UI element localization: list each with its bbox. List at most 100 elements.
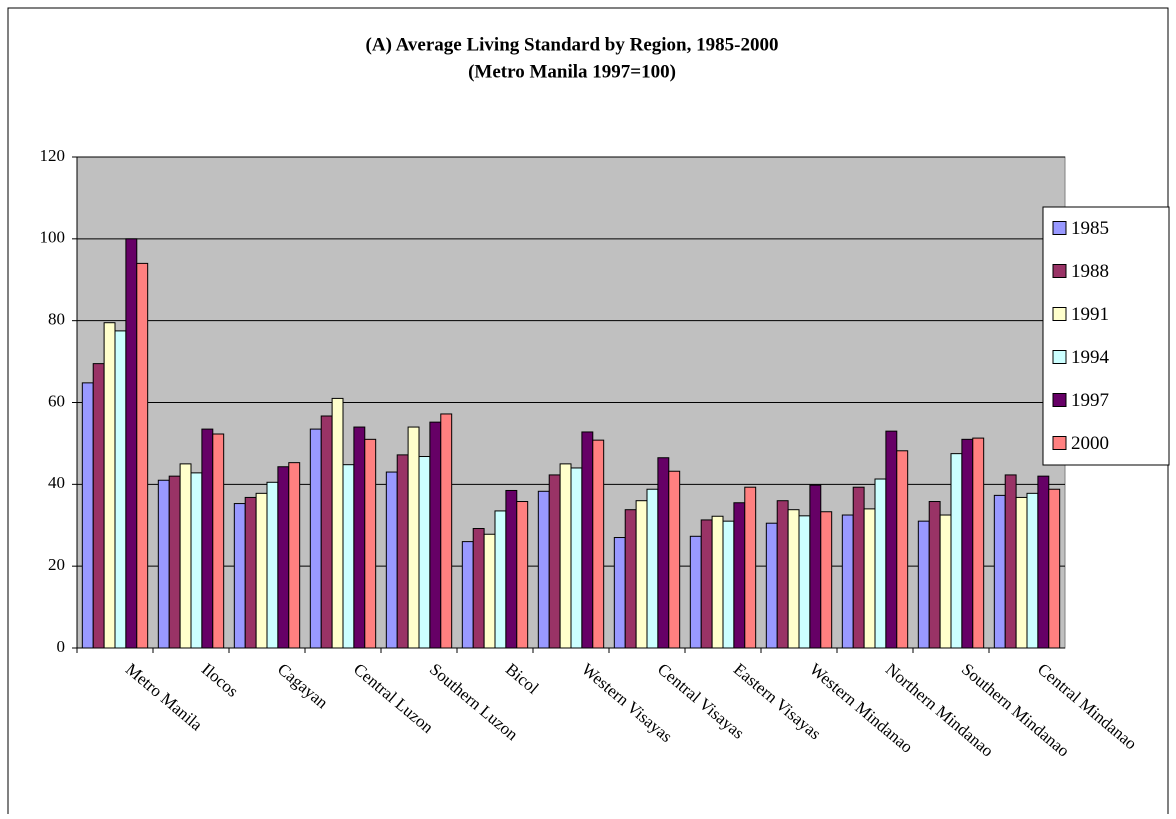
bar [744, 486, 757, 649]
bar [548, 474, 561, 649]
legend-swatch [1052, 393, 1067, 407]
bar [157, 479, 170, 649]
bar [776, 500, 789, 649]
bar [461, 541, 474, 649]
bar [244, 496, 257, 649]
y-tick-label: 0 [57, 637, 66, 656]
bar [646, 488, 659, 649]
y-tick-label: 100 [40, 228, 66, 247]
bar [190, 472, 203, 649]
bar [820, 511, 833, 649]
bar [624, 509, 637, 649]
y-tick-label: 20 [48, 555, 65, 574]
legend-label: 1997 [1071, 390, 1109, 411]
bar [168, 475, 181, 649]
bar [505, 489, 518, 649]
bar [92, 363, 105, 649]
legend-swatch [1052, 307, 1067, 321]
bar [635, 500, 648, 649]
bar [1037, 475, 1050, 649]
bar [331, 397, 344, 649]
bar [570, 467, 583, 649]
bar [689, 535, 702, 649]
bar [309, 428, 322, 649]
bar [440, 413, 453, 649]
bar [483, 533, 496, 649]
bar [928, 501, 941, 649]
bar [364, 438, 377, 649]
bar [1026, 492, 1039, 649]
bar [917, 520, 930, 649]
bar [961, 438, 974, 649]
bar [885, 430, 898, 649]
legend-swatch [1052, 264, 1067, 278]
bar [700, 519, 713, 649]
bar [809, 484, 822, 649]
bar [212, 433, 225, 649]
bar [81, 382, 94, 649]
bar [266, 481, 279, 649]
bar [1015, 496, 1028, 649]
legend-label: 2000 [1071, 433, 1109, 454]
bar [537, 490, 550, 649]
bar [125, 238, 138, 649]
bar [407, 426, 420, 649]
bar [472, 528, 485, 649]
bar [277, 466, 290, 649]
legend-label: 1985 [1071, 218, 1109, 239]
bar [1048, 488, 1061, 649]
bar [1004, 474, 1017, 649]
bar [353, 426, 366, 649]
bar [711, 515, 724, 649]
legend-label: 1988 [1071, 261, 1109, 282]
bar [613, 537, 626, 649]
bar [950, 453, 963, 649]
bar [255, 492, 268, 649]
bar [288, 462, 301, 649]
bar [581, 431, 594, 649]
bar [722, 520, 735, 649]
bar [896, 450, 909, 649]
chart-subtitle: (Metro Manila 1997=100) [468, 61, 676, 82]
bar [385, 471, 398, 649]
bar [668, 470, 681, 649]
y-tick-label: 120 [40, 146, 66, 165]
bar [516, 501, 529, 649]
bar [657, 457, 670, 649]
chart-title: (A) Average Living Standard by Region, 1… [366, 34, 779, 55]
bar [494, 510, 507, 649]
bar [136, 262, 149, 649]
bar [841, 514, 854, 649]
bar [733, 502, 746, 649]
legend-label: 1991 [1071, 304, 1109, 325]
legend-swatch [1052, 436, 1067, 450]
y-tick-label: 60 [48, 391, 65, 410]
bar [396, 454, 409, 649]
bar [874, 478, 887, 649]
bar [972, 437, 985, 649]
bar [787, 509, 800, 649]
legend-label: 1994 [1071, 347, 1110, 368]
legend-box [1042, 206, 1170, 466]
bar [939, 514, 952, 649]
bar [418, 456, 431, 649]
bar [233, 503, 246, 649]
bar [852, 486, 865, 649]
bar [798, 515, 811, 649]
bar [993, 494, 1006, 649]
bar [429, 421, 442, 649]
bar [114, 330, 127, 649]
y-tick-label: 40 [48, 473, 65, 492]
y-tick-label: 80 [48, 310, 65, 329]
bar [863, 508, 876, 649]
legend-swatch [1052, 221, 1067, 235]
bar [342, 464, 355, 649]
legend-swatch [1052, 350, 1067, 364]
bar [559, 463, 572, 649]
bar [592, 439, 605, 649]
bar [103, 322, 116, 649]
bar [201, 428, 214, 649]
bar [320, 415, 333, 649]
bar [179, 463, 192, 649]
